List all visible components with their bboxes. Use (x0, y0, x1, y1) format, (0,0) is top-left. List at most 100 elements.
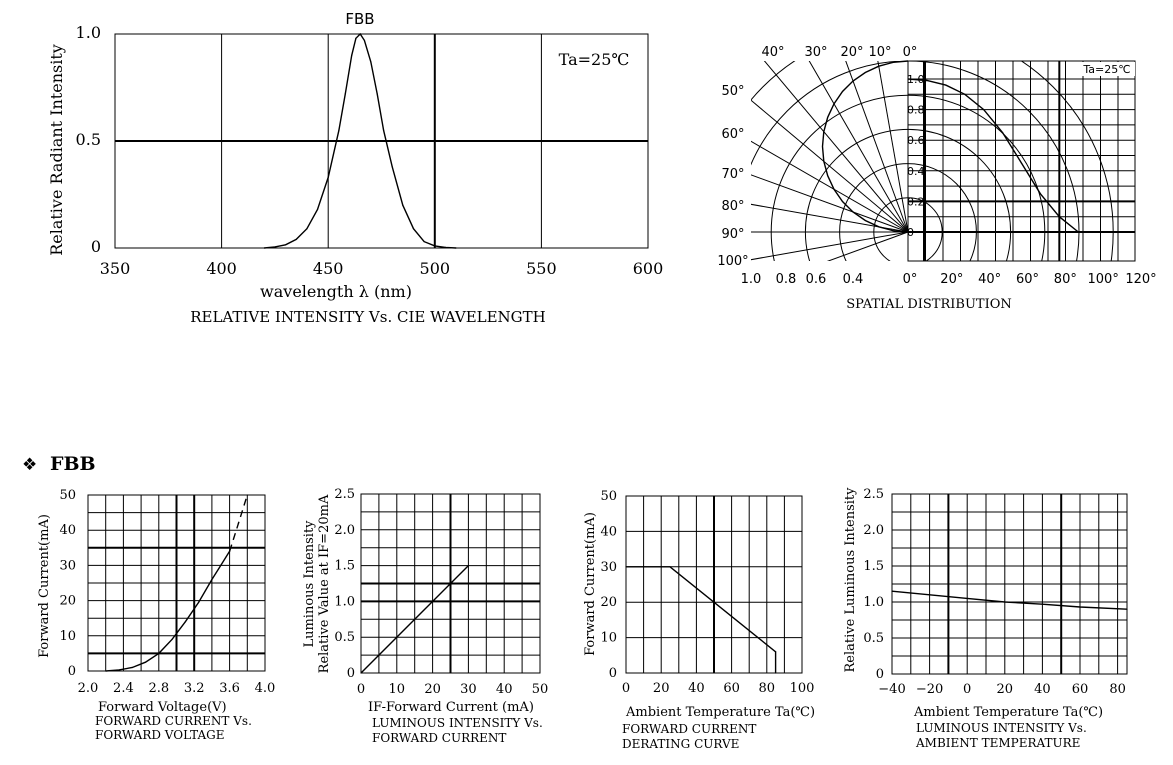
spatial-annotation: Ta=25℃ (1082, 63, 1130, 76)
spectrum-top-label: FBB (345, 10, 374, 28)
spatial-y-label: 0.8 (907, 104, 925, 117)
spatial-data-point (945, 84, 947, 86)
lum_if-x-tick-label: 40 (496, 682, 513, 697)
lum-temp-title-line: AMBIENT TEMPERATURE (915, 736, 1080, 750)
spectrum-data-point (355, 37, 357, 39)
lum_if-data-point (360, 672, 362, 674)
spectrum-data-point (402, 204, 404, 206)
spectrum-data-point (338, 129, 340, 131)
iv-x-tick-label: 2.8 (148, 681, 169, 696)
spatial-annotation-box (1079, 62, 1135, 76)
lum_temp-y-tick-label: 2.0 (863, 523, 884, 538)
lum_temp-x-tick-label: 60 (1072, 682, 1089, 697)
spectrum-data-point (423, 240, 425, 243)
iv-y-tick-label: 30 (59, 558, 76, 573)
spectrum-y-tick-label: 0 (91, 237, 101, 256)
spectrum-x-tick-label: 450 (313, 259, 344, 278)
section-bullet-icon: ❖ (22, 455, 37, 475)
spatial-angle-label: 20° (840, 45, 863, 60)
spatial-x-label: 40° (978, 272, 1001, 287)
spatial-polar-ray (751, 231, 909, 261)
derating-title-line: FORWARD CURRENT (622, 722, 756, 736)
lum_temp-data-point (966, 597, 968, 600)
iv-y-axis-label: Forward Current(mA) (37, 514, 52, 658)
spatial-angle-label: 70° (721, 167, 744, 182)
spectrum-data-point (455, 247, 457, 249)
spatial-polar-ray (877, 61, 909, 233)
derating-chart: 0 20 40 60 80 100 0 10 20 30 40 50 Ambient Temperatu… (583, 489, 815, 751)
spatial-polar-ray (845, 61, 909, 233)
spatial-angle-label: 90° (721, 227, 744, 242)
lum_if-y-tick-label: 0.5 (334, 630, 355, 645)
lum-if-title-line: FORWARD CURRENT (372, 731, 506, 745)
lum_if-x-tick-label: 0 (357, 682, 365, 697)
spectrum-data-point (295, 238, 297, 241)
iv-x-tick-label: 4.0 (255, 681, 276, 696)
spectrum-x-tick-label: 600 (633, 259, 664, 278)
lum_temp-x-tick-label: −20 (916, 682, 943, 697)
derating-y-tick-label: 50 (600, 489, 617, 504)
spectrum-data-point (370, 61, 372, 63)
iv-chart: 2.0 2.4 2.8 3.2 3.6 4.0 0 10 20 30 40 50 Forward Vol… (37, 488, 275, 742)
spectrum-y-tick-label: 0.5 (76, 130, 101, 149)
spatial-x-label: 100° (1088, 272, 1119, 287)
spatial-polar-ray (751, 203, 909, 233)
iv-data-point (131, 666, 133, 669)
derating-y-tick-label: 30 (600, 560, 617, 575)
spectrum-data-point (376, 93, 378, 95)
lum_temp-y-tick-label: 1.5 (863, 559, 884, 574)
spectrum-data-point (263, 247, 265, 249)
spatial-data-point (1039, 193, 1042, 195)
spectrum-data-point (434, 245, 436, 247)
spatial-y-label: 0 (907, 226, 914, 239)
iv-x-tick-label: 3.6 (219, 681, 240, 696)
lum_temp-y-tick-label: 0.5 (863, 631, 884, 646)
lum_temp-x-tick-label: −40 (878, 682, 905, 697)
derating-y-tick-label: 0 (609, 666, 617, 681)
iv-data-point (220, 564, 222, 567)
lum_if-y-tick-label: 2.0 (334, 523, 355, 538)
spectrum-x-tick-label: 500 (420, 259, 451, 278)
spatial-angle-label: 40° (761, 45, 784, 60)
iv-data-point (118, 669, 120, 671)
spectrum-x-tick-label: 550 (526, 259, 557, 278)
lum_if-data-point (467, 565, 469, 567)
lum_temp-data-point (1004, 601, 1006, 603)
iv-data-point (211, 578, 213, 581)
spectrum-x-tick-label: 350 (100, 259, 131, 278)
lum_if-y-tick-label: 1.5 (334, 559, 355, 574)
lum_if-x-tick-label: 30 (460, 682, 477, 697)
spectrum-y-axis-label: Relative Radiant Intensity (47, 44, 66, 256)
derating-y-tick-label: 20 (600, 595, 617, 610)
iv-data-point (246, 494, 248, 496)
derating-x-tick-label: 100 (790, 681, 815, 696)
spatial-data-point (907, 78, 909, 80)
iv-data-point (171, 638, 173, 640)
lum-temp-x-axis-label: Ambient Temperature Ta(℃) (913, 705, 1103, 720)
spatial-data-point (926, 79, 928, 82)
lum-temp-y-axis-label: Relative Luminous Intensity (843, 487, 858, 673)
iv-y-tick-label: 20 (59, 594, 76, 609)
spatial-x-label: 20° (940, 272, 963, 287)
lum-if-y-axis-label: Relative Value at IF=20mA (317, 494, 332, 673)
derating-x-tick-label: 60 (723, 681, 740, 696)
spectrum-annotation: Ta=25℃ (559, 50, 630, 69)
spectrum-data-point (284, 244, 287, 246)
derating-series-line-0 (626, 566, 777, 673)
lum_if-y-tick-label: 2.5 (334, 487, 355, 502)
spectrum-data-point (327, 176, 329, 178)
spectrum-data-point (344, 93, 346, 95)
lum-temp-title-line: LUMINOUS INTENSITY Vs. (916, 721, 1087, 735)
spatial-angle-label: 0° (903, 45, 918, 60)
spatial-y-label: 1.0 (907, 73, 925, 86)
spectrum-data-point (274, 246, 276, 248)
iv-y-tick-label: 40 (59, 523, 76, 538)
lum_temp-x-tick-label: 20 (997, 682, 1014, 697)
spectrum-data-point (306, 228, 308, 230)
iv-data-point (184, 621, 186, 623)
spectrum-chart: 350 400 450 500 550 600 0 0.5 1.0 FBB Ta=25℃ wavele… (47, 10, 663, 326)
lum_if-y-tick-label: 0 (347, 666, 355, 681)
spatial-x-label: 80° (1054, 272, 1077, 287)
spectrum-data-point (383, 129, 385, 131)
